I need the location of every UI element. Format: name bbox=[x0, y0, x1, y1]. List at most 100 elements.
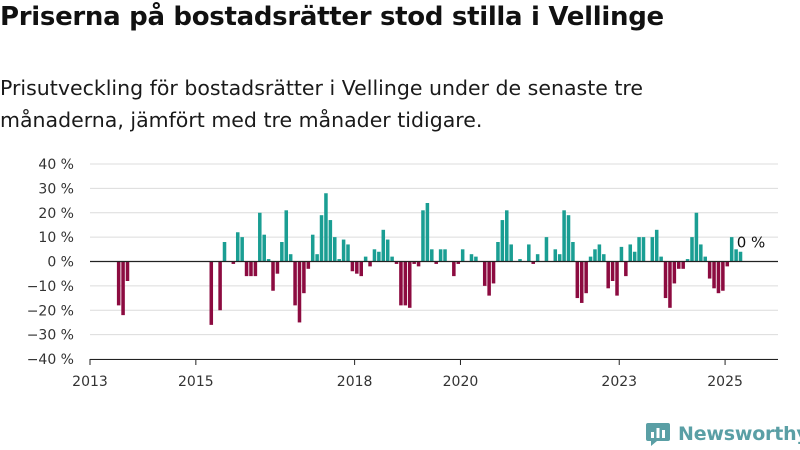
bar bbox=[677, 261, 681, 269]
bar bbox=[456, 261, 461, 264]
bar bbox=[306, 261, 311, 269]
x-tick-label: 2020 bbox=[443, 374, 479, 390]
bar bbox=[368, 261, 372, 267]
bar bbox=[302, 261, 306, 294]
bar bbox=[266, 259, 271, 262]
bar bbox=[588, 256, 593, 262]
bar bbox=[249, 261, 253, 277]
bar bbox=[324, 193, 328, 262]
bar bbox=[632, 251, 637, 262]
bar bbox=[668, 261, 672, 308]
bar bbox=[619, 246, 624, 262]
y-tick-label: 20 % bbox=[38, 206, 74, 222]
bar bbox=[518, 259, 522, 262]
bar bbox=[280, 242, 284, 262]
bar bbox=[222, 242, 227, 262]
bar bbox=[606, 261, 610, 289]
bar bbox=[615, 261, 619, 296]
y-tick-label: 10 % bbox=[38, 230, 74, 246]
bar bbox=[452, 261, 456, 277]
bar bbox=[284, 210, 289, 262]
bar bbox=[721, 261, 725, 291]
bar bbox=[341, 239, 346, 262]
bar bbox=[699, 244, 703, 262]
bar bbox=[297, 261, 302, 323]
bar bbox=[663, 261, 668, 299]
bar bbox=[235, 232, 240, 262]
bar bbox=[381, 229, 386, 262]
bar bbox=[218, 261, 222, 311]
bar bbox=[482, 261, 487, 286]
bar bbox=[690, 237, 694, 262]
bar bbox=[681, 261, 685, 269]
bar bbox=[654, 229, 659, 262]
bar bbox=[491, 261, 496, 284]
bar bbox=[729, 237, 734, 262]
bar bbox=[355, 261, 359, 274]
bar bbox=[244, 261, 249, 277]
bar bbox=[738, 251, 743, 262]
y-tick-label: −40 % bbox=[27, 352, 74, 368]
bar bbox=[121, 261, 125, 316]
bar bbox=[394, 261, 399, 264]
bar bbox=[434, 261, 438, 264]
bar bbox=[584, 261, 588, 294]
bar bbox=[707, 261, 712, 279]
x-tick-label: 2023 bbox=[601, 374, 637, 390]
bar bbox=[694, 212, 699, 262]
bar bbox=[469, 254, 474, 262]
x-tick-label: 2025 bbox=[707, 374, 743, 390]
bar bbox=[390, 256, 394, 262]
bar bbox=[628, 244, 633, 262]
x-tick-label: 2015 bbox=[178, 374, 214, 390]
bar bbox=[641, 237, 646, 262]
bar bbox=[712, 261, 716, 289]
bar bbox=[240, 237, 244, 262]
bar bbox=[716, 261, 721, 294]
bar bbox=[262, 234, 266, 262]
bar bbox=[509, 244, 513, 262]
bar bbox=[685, 259, 690, 262]
bar bbox=[319, 215, 324, 262]
bar bbox=[407, 261, 412, 308]
chart-subtitle: Prisutveckling för bostadsrätter i Velli… bbox=[0, 76, 643, 132]
bar bbox=[116, 261, 121, 306]
bar bbox=[602, 254, 606, 262]
y-tick-label: −30 % bbox=[27, 328, 74, 344]
bar bbox=[624, 261, 628, 277]
bar bbox=[637, 237, 641, 262]
bar bbox=[328, 220, 333, 262]
bar bbox=[725, 261, 730, 267]
bar bbox=[544, 237, 549, 262]
bar bbox=[593, 249, 597, 262]
bar bbox=[253, 261, 258, 277]
newsworthy-logo-icon bbox=[646, 423, 670, 446]
bar bbox=[275, 261, 280, 274]
bar bbox=[474, 256, 478, 262]
bar bbox=[496, 242, 500, 262]
bar bbox=[575, 261, 580, 299]
bar bbox=[288, 254, 293, 262]
x-tick-label: 2013 bbox=[72, 374, 108, 390]
chart-title: Priserna på bostadsrätter stod stilla i … bbox=[0, 2, 664, 32]
bar bbox=[271, 261, 275, 291]
bar bbox=[231, 261, 236, 264]
bar bbox=[531, 261, 535, 264]
bar bbox=[293, 261, 297, 306]
bar bbox=[425, 203, 430, 262]
bars bbox=[116, 193, 743, 325]
brand-name: Newsworthy bbox=[678, 423, 800, 445]
bar bbox=[579, 261, 584, 303]
bar bbox=[703, 256, 707, 262]
bar bbox=[421, 210, 425, 262]
bar bbox=[125, 261, 130, 281]
bar bbox=[399, 261, 403, 306]
axes bbox=[89, 260, 778, 365]
bar bbox=[350, 261, 355, 272]
bar bbox=[412, 261, 416, 264]
bar bbox=[333, 237, 337, 262]
bar bbox=[566, 215, 571, 262]
bar bbox=[416, 261, 421, 267]
bar bbox=[209, 261, 214, 325]
